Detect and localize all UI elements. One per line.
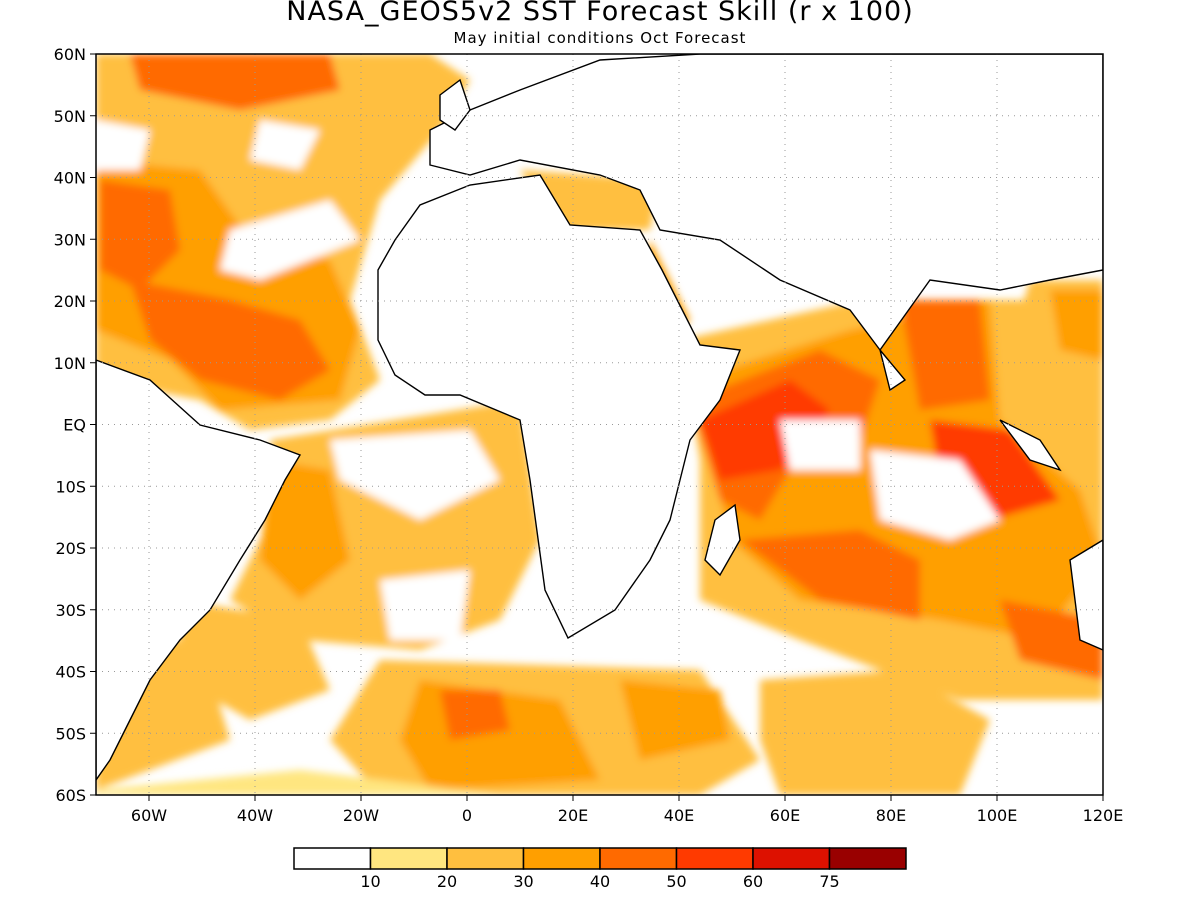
lon-axis: 60W 40W 20W 0 20E 40E 60E 80E 100E 120E [131, 795, 1123, 825]
skill-gap-natl-3 [96, 120, 150, 170]
colorbar-swatch [293, 847, 372, 870]
colorbar-label: 40 [590, 872, 610, 891]
land-uk [439, 78, 471, 131]
land-africa [377, 174, 741, 639]
lat-tick-label: 40S [55, 663, 86, 682]
lon-tick-label: 80E [876, 806, 906, 825]
lat-tick-label: 60S [55, 786, 86, 805]
skill-gap-natl-2 [220, 200, 360, 280]
lat-tick-label: 30S [55, 601, 86, 620]
lat-tick-label: 20S [55, 539, 86, 558]
skill-gap-satl [330, 430, 500, 520]
colorbar-swatch [522, 847, 601, 870]
skill-contour-socean-6 [96, 770, 500, 795]
lat-tick-label: 30N [54, 230, 86, 249]
lat-tick-label: 10N [54, 354, 86, 373]
lat-tick-label: 20N [54, 292, 86, 311]
colorbar-swatch [446, 847, 525, 870]
skill-contour-pacific-2 [1050, 290, 1103, 360]
skill-contour-indian-5 [900, 300, 990, 410]
lon-tick-label: 40W [237, 806, 273, 825]
lon-tick-label: 20E [558, 806, 588, 825]
colorbar-swatch [599, 847, 678, 870]
lon-tick-label: 0 [462, 806, 472, 825]
skill-gap-indian [870, 450, 1000, 540]
lon-tick-label: 120E [1083, 806, 1124, 825]
colorbar-label: 20 [437, 872, 457, 891]
skill-contour-indian-4 [700, 380, 830, 480]
skill-contour-natl-5 [130, 54, 340, 110]
skill-contour-socean-7 [760, 670, 990, 795]
skill-contour-socean-4 [440, 690, 510, 740]
colorbar-swatch [752, 847, 831, 870]
lon-tick-label: 40E [664, 806, 694, 825]
lon-tick-label: 100E [977, 806, 1018, 825]
land-sumatra [999, 419, 1062, 472]
land-india-south [879, 349, 907, 392]
lat-tick-label: 50N [54, 107, 86, 126]
lon-tick-label: 20W [343, 806, 379, 825]
colorbar: 10 20 30 40 50 60 75 [293, 847, 907, 891]
colorbar-label: 60 [743, 872, 763, 891]
coastlines [96, 54, 1103, 782]
lat-tick-label: 50S [55, 724, 86, 743]
land-australia [1069, 539, 1103, 651]
lon-tick-label: 60E [770, 806, 800, 825]
land-south-america [96, 359, 302, 782]
colorbar-swatch [369, 847, 448, 870]
colorbar-label: 75 [819, 872, 839, 891]
colorbar-label: 30 [513, 872, 533, 891]
skill-contour-socean-5 [620, 680, 730, 760]
map-subtitle: May initial conditions Oct Forecast [453, 29, 747, 47]
colorbar-swatch [828, 847, 907, 870]
lat-tick-label: 60N [54, 45, 86, 64]
skill-contour-natl-4 [100, 180, 180, 290]
map-title: NASA_GEOS5v2 SST Forecast Skill (r x 100… [286, 0, 914, 27]
skill-contour-satl-2 [260, 460, 350, 600]
colorbar-swatch [675, 847, 754, 870]
skill-gap-natl [250, 120, 320, 170]
lon-tick-label: 60W [131, 806, 167, 825]
land-madagascar [704, 503, 741, 577]
skill-gap-indian-2 [780, 420, 860, 470]
colorbar-label: 50 [666, 872, 686, 891]
lat-tick-label: 40N [54, 169, 86, 188]
lat-tick-label: EQ [63, 416, 86, 435]
skill-contour-natl-3 [130, 280, 330, 400]
lat-axis: 60N 50N 40N 30N 20N 10N EQ 10S 20S 30S 40S 50S 60S [54, 45, 96, 805]
colorbar-label: 10 [360, 872, 380, 891]
skill-gap-satl-2 [380, 570, 470, 640]
lat-tick-label: 10S [55, 477, 86, 496]
